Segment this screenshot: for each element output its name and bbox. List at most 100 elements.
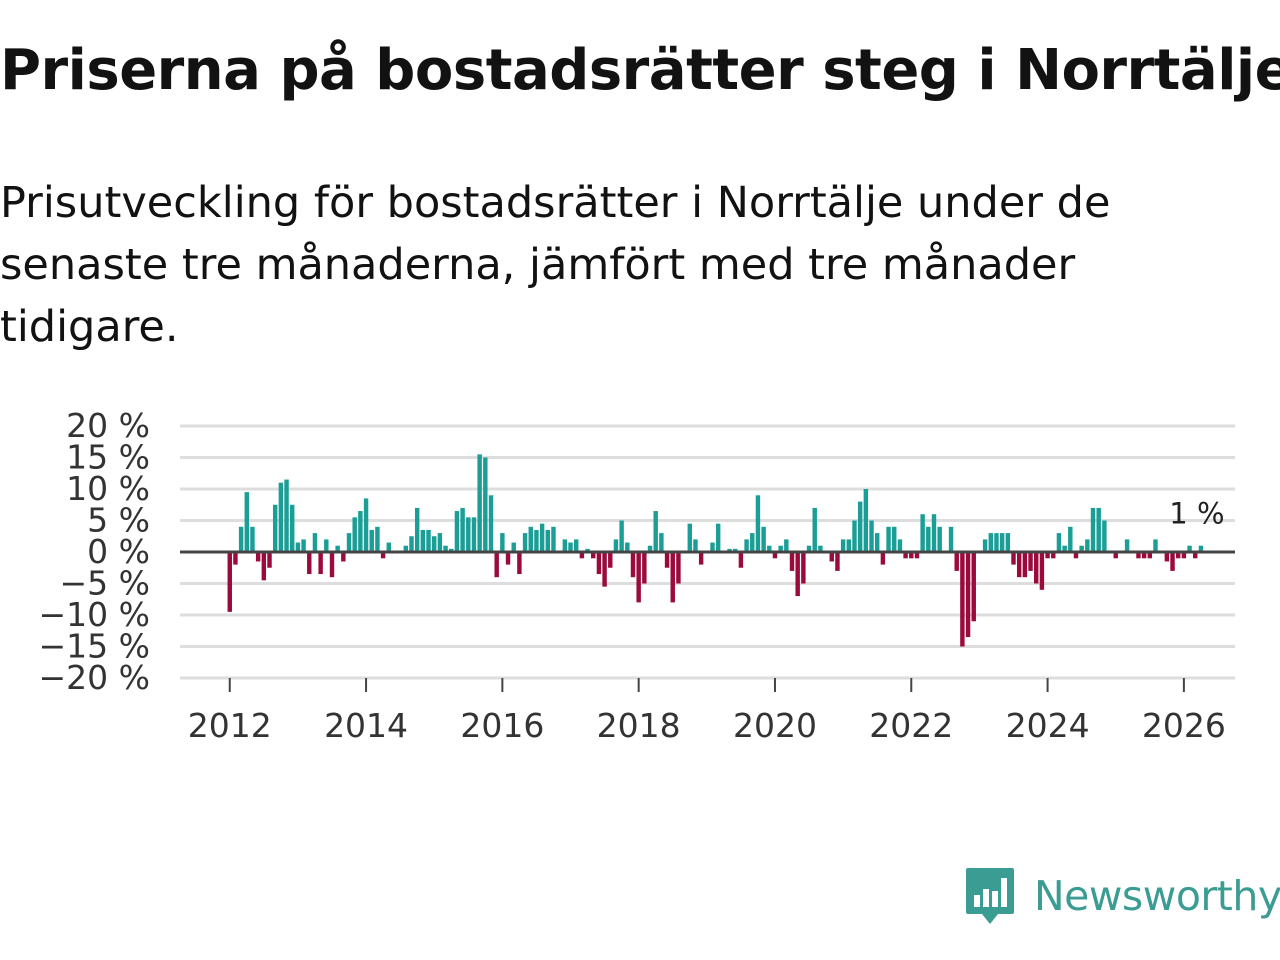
chart-subtitle: Prisutveckling för bostadsrätter i Norrt… [0,178,1111,352]
bar [386,542,391,552]
bar [324,539,329,552]
bar [835,552,840,571]
bar [295,542,301,552]
bar [909,552,914,559]
bar [920,514,925,552]
bar [454,511,460,552]
bar [971,552,976,622]
bar [784,539,789,552]
bar [1056,533,1062,552]
bar [960,552,965,647]
bar [437,533,443,552]
bar [369,529,374,552]
bar [1090,507,1096,552]
bar [261,552,267,581]
bar [926,526,931,552]
y-tick-label: 20 % [66,406,150,445]
bar [1113,552,1118,559]
x-tick-label: 2026 [1142,706,1226,745]
bar [409,536,414,552]
bar [1136,552,1141,559]
y-tick-label: −10 % [39,595,151,634]
bar [403,545,409,552]
bar [522,533,528,552]
bar [562,539,568,552]
y-tick-label: 0 % [87,532,150,571]
bar [1073,552,1079,559]
bar [1045,552,1050,559]
bar [591,552,596,559]
bar [585,548,590,552]
x-tick-label: 2016 [460,706,544,745]
bar [897,539,903,552]
x-tick-label: 2020 [733,706,817,745]
bar [238,526,244,552]
bar [852,520,857,552]
bar [534,529,539,552]
bar [267,552,272,568]
bar [630,552,636,578]
bar [1153,539,1158,552]
bar [449,548,454,552]
bar [642,552,647,584]
bar [818,545,823,552]
bar [460,507,465,552]
bar [1062,545,1067,552]
x-tick-label: 2024 [1006,706,1090,745]
bar [857,501,863,552]
brand-name: Newsworthy [1034,872,1280,920]
bar [801,552,806,584]
brand-logo: Newsworthy [964,864,1280,928]
bar-chart: 20 %15 %10 %5 %0 %−5 %−10 %−15 %−20 % 20… [39,406,1235,745]
bar [505,552,511,565]
bar [744,539,749,552]
bar [466,517,471,552]
bar [443,545,448,552]
bar [1198,545,1204,552]
bar [375,526,380,552]
newsworthy-logo-icon [966,868,1014,924]
bar [795,552,800,597]
bar [1170,552,1175,571]
bar [528,526,533,552]
bar [352,517,357,552]
bar [608,552,613,568]
bar [1079,545,1084,552]
bar [772,552,778,559]
bar [761,526,766,552]
bar [318,552,323,575]
bar [250,526,255,552]
bar [812,507,817,552]
bar [937,526,942,552]
bar [414,507,420,552]
bar [1051,552,1056,559]
bar [301,539,306,552]
bar [874,533,880,552]
bar [653,511,658,552]
bar [1164,552,1170,562]
bar [471,517,477,552]
bar [1022,552,1028,578]
bar [233,552,238,565]
bar [715,523,721,552]
bar [1181,552,1187,559]
bar [551,526,556,552]
bar [647,545,653,552]
bar [903,552,908,559]
bar [670,552,675,603]
bar [733,548,738,552]
bar [664,552,670,568]
bar [511,542,516,552]
bar [755,495,761,552]
bar [698,552,704,565]
bar [272,504,278,552]
bar [994,533,999,552]
bar [880,552,886,565]
bar [363,498,369,552]
bar [1028,552,1033,571]
bar [517,552,522,575]
bar [659,533,664,552]
bar [1085,539,1090,552]
bar [346,533,352,552]
bar [1016,552,1022,578]
